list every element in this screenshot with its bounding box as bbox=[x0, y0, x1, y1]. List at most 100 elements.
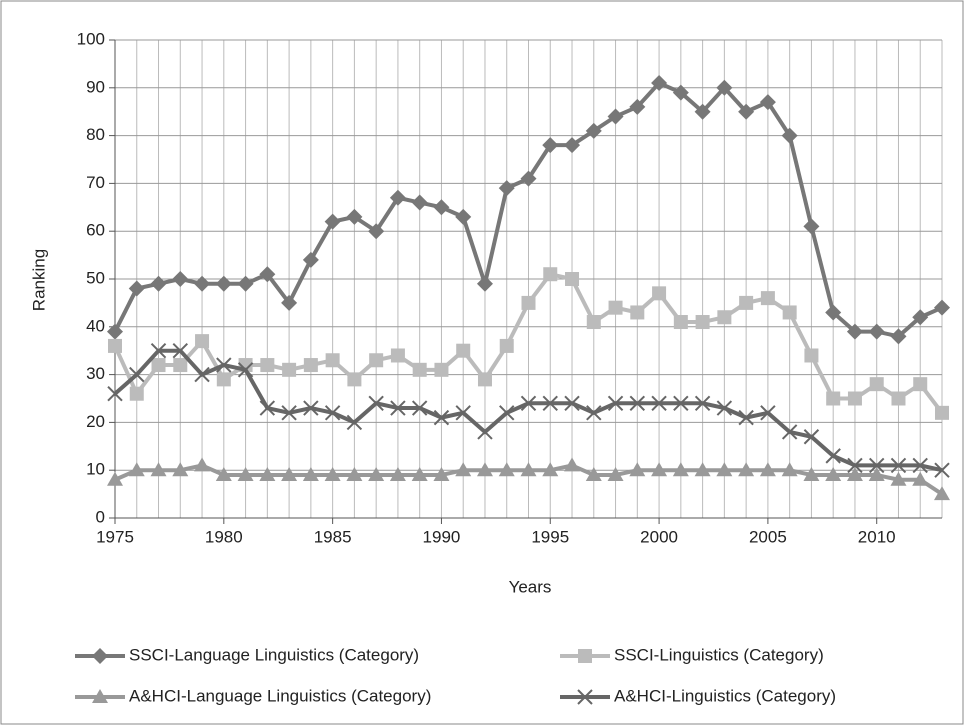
point bbox=[456, 343, 471, 358]
point bbox=[716, 462, 733, 477]
y-tick-label: 60 bbox=[86, 221, 105, 240]
point bbox=[934, 299, 950, 316]
point bbox=[760, 405, 776, 421]
point bbox=[302, 251, 319, 268]
point bbox=[303, 400, 319, 416]
y-tick-label: 20 bbox=[86, 412, 105, 431]
point bbox=[325, 353, 340, 368]
point bbox=[935, 405, 949, 420]
point bbox=[846, 466, 863, 481]
point bbox=[433, 409, 450, 426]
point bbox=[498, 462, 515, 477]
point bbox=[782, 305, 797, 320]
x-tick-label: 2010 bbox=[858, 527, 896, 546]
point bbox=[216, 357, 232, 373]
point bbox=[128, 462, 145, 477]
point bbox=[107, 323, 123, 340]
point bbox=[694, 103, 711, 120]
point bbox=[913, 377, 928, 392]
point bbox=[150, 275, 167, 292]
x-axis-label: Years bbox=[509, 577, 552, 596]
point bbox=[412, 362, 427, 377]
point bbox=[716, 79, 733, 96]
point bbox=[520, 395, 537, 411]
point bbox=[324, 405, 341, 421]
point bbox=[411, 466, 428, 481]
point bbox=[282, 362, 297, 377]
point bbox=[194, 366, 210, 383]
point bbox=[651, 75, 668, 92]
point bbox=[172, 271, 189, 287]
point bbox=[411, 194, 428, 211]
point bbox=[128, 280, 145, 297]
point bbox=[390, 348, 405, 363]
legend-marker bbox=[577, 689, 593, 705]
point bbox=[390, 400, 406, 416]
point bbox=[543, 267, 558, 282]
y-tick-label: 80 bbox=[86, 125, 105, 144]
point bbox=[890, 457, 907, 474]
point bbox=[564, 395, 580, 411]
point bbox=[237, 275, 254, 292]
point bbox=[825, 466, 842, 481]
point bbox=[586, 405, 602, 421]
point bbox=[303, 358, 318, 373]
point bbox=[781, 462, 798, 477]
point bbox=[194, 457, 211, 472]
y-tick-label: 30 bbox=[86, 364, 105, 383]
point bbox=[630, 305, 645, 320]
point bbox=[759, 94, 776, 111]
point bbox=[825, 448, 841, 464]
point bbox=[237, 466, 254, 481]
point bbox=[608, 300, 623, 315]
point bbox=[781, 424, 798, 440]
point bbox=[565, 272, 580, 286]
point bbox=[150, 342, 167, 359]
point bbox=[455, 462, 472, 477]
y-tick-label: 10 bbox=[86, 460, 105, 479]
point bbox=[346, 466, 363, 481]
point bbox=[498, 180, 515, 197]
point bbox=[804, 348, 819, 363]
point bbox=[542, 395, 558, 411]
y-axis-label: Ranking bbox=[29, 249, 48, 311]
point bbox=[302, 466, 319, 481]
point bbox=[477, 372, 492, 387]
point bbox=[890, 328, 907, 345]
point bbox=[673, 315, 688, 330]
point bbox=[129, 366, 145, 383]
point bbox=[542, 137, 559, 154]
point bbox=[739, 295, 754, 310]
point bbox=[564, 457, 581, 472]
point bbox=[150, 462, 167, 477]
point bbox=[281, 466, 298, 481]
point bbox=[694, 462, 711, 477]
point bbox=[586, 315, 601, 330]
point bbox=[846, 323, 863, 340]
legend-label: A&HCI-Linguistics (Category) bbox=[614, 686, 836, 705]
point bbox=[389, 466, 406, 481]
legend-label: A&HCI-Language Linguistics (Category) bbox=[129, 686, 431, 705]
point bbox=[194, 275, 211, 292]
point bbox=[499, 405, 515, 421]
point bbox=[890, 471, 907, 486]
point bbox=[803, 218, 820, 235]
point bbox=[172, 342, 188, 359]
x-tick-label: 1985 bbox=[314, 527, 352, 546]
point bbox=[477, 424, 493, 440]
point bbox=[694, 395, 711, 411]
point bbox=[195, 334, 210, 349]
point bbox=[368, 223, 385, 240]
point bbox=[324, 213, 341, 230]
x-tick-label: 1980 bbox=[205, 527, 243, 546]
point bbox=[324, 466, 341, 481]
point bbox=[869, 457, 885, 474]
point bbox=[346, 208, 363, 225]
point bbox=[869, 377, 884, 392]
point bbox=[760, 291, 775, 306]
point bbox=[237, 362, 254, 378]
point bbox=[826, 391, 841, 406]
point bbox=[781, 127, 798, 144]
point bbox=[389, 189, 406, 206]
point bbox=[107, 386, 123, 402]
